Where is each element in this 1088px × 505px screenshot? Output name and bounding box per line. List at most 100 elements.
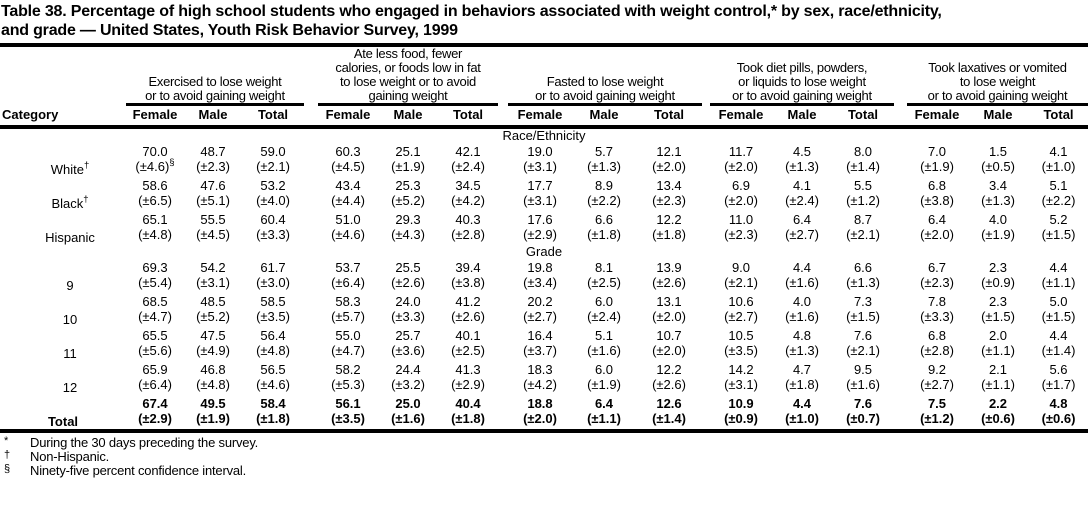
column-header-total: Total [438,104,498,129]
column-gap [702,193,710,211]
data-cell-ci: (±4.6) [331,227,365,242]
row-label: White† [50,159,90,177]
data-cell-ci: (±3.7) [523,343,557,358]
section-heading: Grade [525,244,563,259]
column-gap [498,309,508,327]
title-divider [0,43,1088,47]
table-row-values: Black† 58.6 47.6 53.2 43.4 25.3 34.5 17.7 8.9 13.… [0,177,1088,211]
row-label: 12 [62,380,78,395]
column-gap [304,361,318,377]
column-header-male: Male [378,104,438,129]
column-header-female: Female [318,104,378,129]
data-cell-ci: (±3.8) [451,275,485,290]
data-cell-value: 6.8 [927,328,947,343]
column-gap [894,227,907,245]
data-cell-ci: (±2.8) [920,343,954,358]
data-cell-ci: (±3.3) [920,309,954,324]
table-header: Exercised to lose weight or to avoid gain… [0,47,1088,129]
data-cell-value: 54.2 [200,260,226,275]
data-cell-value: 2.3 [988,260,1008,275]
data-cell-value: 8.0 [853,144,873,159]
data-cell-ci: (±1.3) [785,343,819,358]
data-cell-value: 6.8 [927,178,947,193]
data-cell-ci: (±3.3) [391,309,425,324]
data-cell-ci: (±5.1) [196,193,230,208]
data-cell-ci: (±2.2) [1041,193,1076,208]
data-cell-value: 6.6 [594,212,614,227]
column-gap [304,259,318,275]
data-cell-value: 7.0 [927,144,947,159]
data-cell-value: 6.6 [853,260,873,275]
row-label: 11 [63,346,77,361]
data-cell-ci: (±1.9) [391,159,425,174]
data-cell-value: 4.4 [792,396,812,411]
data-cell-ci: (±1.1) [587,411,621,426]
data-cell-ci: (±2.0) [920,227,954,242]
table-row-ci: (±4.8) (±4.5) (±3.3) (±4.6) (±4.3) (±2.8) (±2.… [0,227,1088,245]
data-cell-value: 13.9 [656,260,682,275]
data-cell-ci: (±3.3) [256,227,290,242]
column-gap [894,211,907,227]
page-title: Table 38. Percentage of high school stud… [1,3,942,39]
footnote-text: Ninety-five percent confidence interval. [30,463,247,478]
data-cell-value: 68.5 [142,294,168,309]
data-cell-ci: (±2.6) [451,309,485,324]
data-cell-ci: (±0.7) [846,411,880,426]
data-cell-value: 46.8 [200,362,226,377]
column-gap [304,211,318,227]
data-cell-ci: (±2.1) [846,227,880,242]
data-cell-ci: (±4.9) [196,343,230,358]
data-cell-value: 51.0 [335,212,361,227]
data-cell-value: 6.7 [927,260,947,275]
column-header-male: Male [772,104,832,129]
data-cell-ci: (±3.1) [724,377,758,392]
table-row-values: 9 69.3 54.2 61.7 53.7 25.5 39.4 19.8 8.1 13.9 9.0 4… [0,259,1088,293]
column-gap [894,177,907,193]
data-cell-value: 47.5 [200,328,226,343]
data-cell-ci: (±5.7) [331,309,365,324]
data-cell-value: 5.7 [594,144,614,159]
column-header-total: Total [242,104,304,129]
data-cell-value: 4.7 [792,362,812,377]
data-cell-value: 6.9 [731,178,751,193]
data-cell-ci: (±3.8) [920,193,954,208]
data-cell-value: 47.6 [200,178,226,193]
data-cell-value: 60.4 [260,212,286,227]
data-cell-value: 49.5 [200,396,226,411]
data-cell-ci: (±1.5) [981,309,1015,324]
data-cell-value: 7.8 [927,294,947,309]
data-cell-ci: (±6.5) [138,193,172,208]
row-label: 10 [62,312,78,327]
data-cell-ci: (±2.0) [724,159,758,174]
table-row-values: 11 65.5 47.5 56.4 55.0 25.7 40.1 16.4 5.1 10.7 10.… [0,327,1088,361]
column-gap [304,159,318,177]
row-label: Black† [51,193,89,211]
data-cell-ci: (±2.6) [652,377,686,392]
data-cell-value: 42.1 [455,144,481,159]
data-cell-value: 5.6 [1049,362,1068,377]
column-gap [304,104,318,129]
column-gap [894,104,907,129]
data-cell-ci: (±2.3) [652,193,686,208]
data-cell-value: 12.6 [656,396,682,411]
row-label: Total [47,414,79,429]
column-gap [304,309,318,327]
table-row-ci: (±5.6) (±4.9) (±4.8) (±4.7) (±3.6) (±2.5) (±3.… [0,343,1088,361]
data-cell-ci: (±2.0) [523,411,557,426]
data-cell-value: 4.1 [792,178,812,193]
column-gap [894,395,907,411]
data-cell-value: 9.0 [731,260,751,275]
data-cell-value: 14.2 [728,362,754,377]
data-cell-value: 11.7 [728,144,754,159]
data-cell-value: 2.3 [988,294,1008,309]
data-cell-value: 40.3 [455,212,481,227]
footnote: § Ninety-five percent confidence interval… [0,463,1088,478]
data-cell-ci: (±1.1) [981,343,1015,358]
column-gap [702,275,710,293]
column-gap [702,259,710,275]
data-cell-value: 53.2 [260,178,286,193]
data-cell-value: 6.0 [594,294,614,309]
data-cell-value: 2.2 [988,396,1008,411]
data-cell-value: 18.8 [527,396,553,411]
